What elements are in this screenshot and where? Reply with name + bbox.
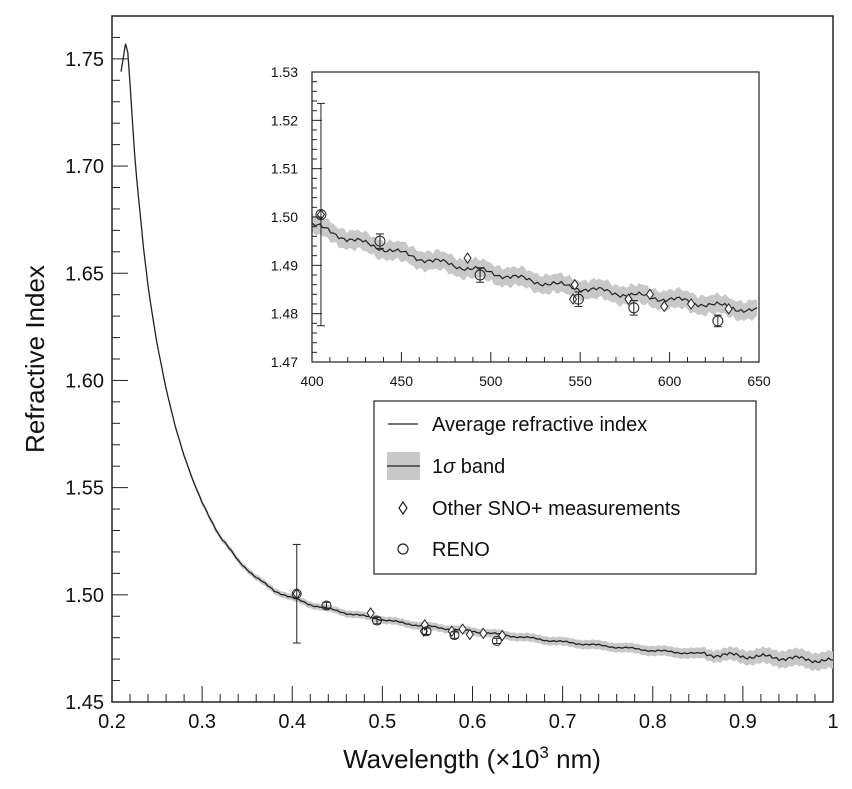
legend-circle-swatch: [397, 543, 409, 555]
inset-reno-point: [628, 302, 640, 314]
x-axis-title-unit: nm): [549, 744, 601, 774]
inset-plot: 400 450 500 550 600 650 1.471.481.491.501.511…: [271, 64, 771, 389]
main-plot: 0.2 0.3 0.4 0.5 0.6 0.7 0.8 0.9 1 1.451.501.551.…: [65, 15, 839, 733]
inset-x-tick-label: 400: [300, 373, 324, 389]
inset-y-tick-label: 1.49: [271, 257, 298, 273]
main-reno-point: [449, 630, 460, 641]
main-x-tick-label: 0.5: [368, 711, 396, 733]
legend-frame: [373, 400, 757, 575]
inset-measurement-points-layer: [315, 102, 733, 328]
main-sno-point: [366, 607, 375, 619]
inset-sno-point: [660, 300, 669, 313]
inset-sno-point: [645, 288, 655, 301]
legend-item-average: Average refractive index: [432, 414, 647, 436]
inset-sno-point: [724, 302, 733, 315]
main-reno-point: [291, 588, 302, 599]
x-axis-title-sup: 3: [539, 743, 548, 762]
inset-x-tick-label: 650: [747, 373, 771, 389]
x-axis-title-base: Wavelength (×10: [343, 744, 539, 774]
main-measurement-points-layer: [291, 543, 507, 646]
main-reno-point: [321, 600, 332, 611]
main-x-tick-label: 1: [827, 711, 838, 733]
main-x-tick-label: 0.6: [459, 711, 487, 733]
main-x-ticks: 0.2 0.3 0.4 0.5 0.6 0.7 0.8 0.9 1: [98, 686, 839, 733]
x-axis-title: Wavelength (×103 nm): [343, 743, 601, 774]
legend-item-sno: Other SNO+ measurements: [432, 498, 680, 520]
inset-sno-point: [624, 293, 633, 306]
inset-average-line: [311, 222, 758, 314]
main-y-tick-label: 1.65: [65, 263, 104, 285]
legend: Average refractive index 1σ band Other S…: [373, 400, 757, 575]
inset-x-ticks: 400 450 500 550 600 650: [300, 352, 771, 389]
main-x-tick-label: 0.4: [278, 711, 306, 733]
legend-item-band: 1σ band: [432, 456, 505, 478]
main-sno-point: [420, 618, 429, 631]
main-reno-point: [371, 615, 382, 626]
inset-y-tick-label: 1.51: [271, 161, 298, 177]
main-y-tick-label: 1.50: [65, 585, 104, 607]
main-y-ticks: 1.45 1.50 1.55 1.60 1.65 1.70 1.75: [65, 15, 128, 714]
legend-band-suffix: band: [455, 456, 505, 478]
inset-sno-point: [463, 252, 472, 264]
inset-x-tick-label: 600: [658, 373, 682, 389]
main-reno-point: [491, 635, 502, 646]
inset-sno-point: [570, 278, 579, 291]
main-x-tick-label: 0.7: [549, 711, 577, 733]
main-x-tick-label: 0.8: [639, 711, 667, 733]
main-average-line: [120, 43, 833, 664]
legend-item-reno: RENO: [432, 539, 490, 561]
inset-reno-point: [374, 235, 386, 247]
inset-x-tick-label: 500: [479, 373, 503, 389]
inset-y-tick-label: 1.47: [271, 354, 298, 370]
main-sno-point: [479, 627, 488, 640]
main-y-tick-label: 1.70: [65, 156, 104, 178]
main-y-tick-label: 1.60: [65, 370, 104, 392]
inset-y-tick-label: 1.48: [271, 306, 298, 322]
main-x-tick-label: 0.2: [98, 711, 126, 733]
inset-y-tick-label: 1.52: [271, 112, 298, 128]
legend-band-prefix: 1: [432, 456, 443, 478]
main-sno-point: [498, 629, 507, 642]
main-sno-point: [465, 628, 474, 641]
main-sno-point: [458, 623, 467, 635]
main-x-tick-label: 0.3: [188, 711, 216, 733]
inset-y-tick-label: 1.53: [271, 64, 298, 80]
inset-average-line-layer: [311, 222, 758, 314]
inset-y-tick-label: 1.50: [271, 209, 298, 225]
inset-sno-point: [686, 298, 696, 310]
legend-band-sigma: σ: [443, 456, 456, 478]
inset-x-tick-label: 550: [569, 373, 593, 389]
main-y-tick-label: 1.75: [65, 49, 104, 71]
main-reno-point: [421, 626, 432, 637]
inset-x-tick-label: 450: [390, 373, 414, 389]
main-y-tick-label: 1.55: [65, 478, 104, 500]
inset-y-ticks: 1.47 1.48 1.49 1.50 1.51 1.52 1.53: [271, 64, 322, 370]
legend-diamond-swatch: [398, 500, 408, 516]
inset-reno-point: [572, 293, 584, 305]
main-average-line-layer: [120, 43, 833, 664]
main-x-tick-label: 0.9: [729, 711, 757, 733]
inset-reno-point: [315, 209, 327, 221]
main-y-tick-label: 1.45: [65, 692, 104, 714]
y-axis-title: Refractive Index: [20, 265, 50, 453]
inset-reno-point: [474, 269, 486, 281]
inset-reno-point: [712, 315, 724, 327]
inset-plot-background: [312, 72, 759, 362]
